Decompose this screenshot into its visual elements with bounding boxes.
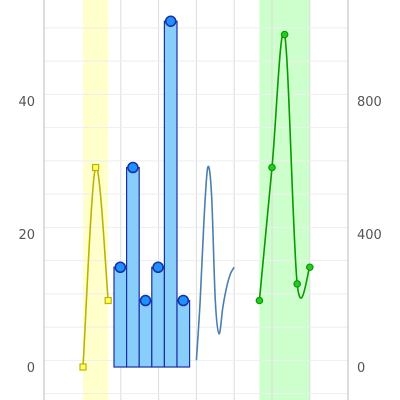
green-band <box>259 0 310 400</box>
series-green <box>255 30 314 305</box>
y-tick-label: 40 <box>18 95 35 110</box>
highlight-bands <box>83 0 310 400</box>
bar-point <box>164 15 177 27</box>
series-yellow <box>79 163 112 371</box>
series-smooth <box>195 165 235 361</box>
grid <box>44 0 348 400</box>
smooth-line <box>195 165 235 361</box>
bar <box>138 299 153 368</box>
bar-point <box>114 261 127 273</box>
bar <box>125 166 140 368</box>
yellow-point <box>79 363 87 371</box>
bar <box>151 266 166 368</box>
bar <box>163 20 178 368</box>
green-point <box>280 30 289 39</box>
y2-tick-label: 400 <box>357 228 382 243</box>
y2-tick-label: 800 <box>357 95 382 110</box>
series-bars <box>113 15 191 368</box>
bar-point <box>177 294 190 307</box>
axes <box>43 0 349 400</box>
y2-tick-label: 0 <box>357 361 365 376</box>
bar-point <box>152 261 164 273</box>
green-point <box>293 280 302 288</box>
bar <box>176 299 191 368</box>
bar-point <box>127 161 139 174</box>
yellow-point <box>91 163 100 172</box>
bar-point <box>139 294 152 307</box>
yellow-point <box>104 296 112 305</box>
green-point <box>305 263 314 272</box>
green-point <box>268 163 276 172</box>
y-tick-label: 0 <box>27 361 35 376</box>
yellow-band <box>83 0 109 400</box>
bar <box>113 266 128 368</box>
green-point <box>255 296 264 305</box>
y-tick-label: 20 <box>18 228 35 243</box>
